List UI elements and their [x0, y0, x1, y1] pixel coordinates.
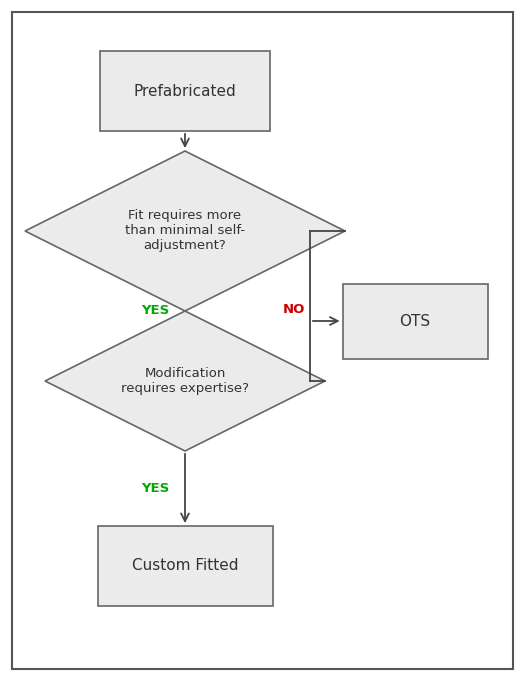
Text: OTS: OTS	[400, 313, 430, 328]
Text: YES: YES	[141, 482, 169, 495]
Text: Custom Fitted: Custom Fitted	[132, 558, 238, 573]
Text: Prefabricated: Prefabricated	[134, 84, 236, 99]
Text: Fit requires more
than minimal self-
adjustment?: Fit requires more than minimal self- adj…	[125, 210, 245, 253]
Text: Modification
requires expertise?: Modification requires expertise?	[121, 367, 249, 395]
Bar	[342, 283, 488, 358]
Polygon shape	[45, 311, 325, 451]
Bar	[98, 526, 272, 606]
Polygon shape	[25, 151, 345, 311]
Text: NO: NO	[282, 303, 305, 316]
Text: YES: YES	[141, 304, 169, 317]
Bar	[100, 51, 270, 131]
